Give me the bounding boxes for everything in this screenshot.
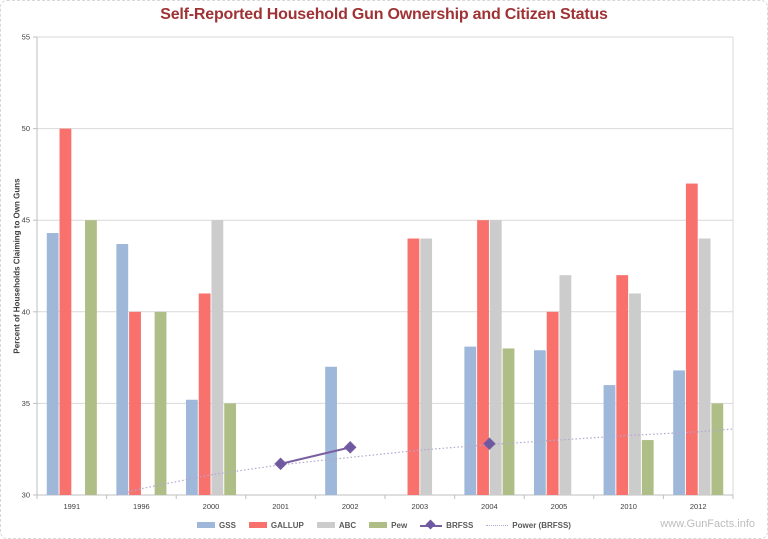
svg-text:45: 45 — [22, 216, 30, 225]
marker-brfss-2004 — [483, 437, 496, 451]
bar-abc-2012 — [698, 238, 711, 495]
legend-label-abc: ABC — [338, 520, 357, 530]
bar-pew-2000 — [224, 403, 237, 495]
legend-item-pew: Pew — [369, 521, 407, 530]
gss-swatch-icon — [197, 522, 216, 528]
svg-text:40: 40 — [22, 307, 30, 316]
bar-gss-2010 — [603, 385, 616, 495]
series-brfss — [274, 437, 496, 471]
bar-abc-2005 — [559, 275, 572, 495]
legend-item-gallup: GALLUP — [248, 520, 304, 530]
bar-gss-1991 — [46, 233, 59, 496]
watermark-link: www.GunFacts.info — [660, 518, 755, 530]
abc-swatch-icon — [316, 522, 335, 528]
svg-text:55: 55 — [22, 33, 30, 42]
bar-gallup-2005 — [546, 311, 559, 495]
svg-text:2010: 2010 — [620, 502, 637, 511]
legend-item-gss: GSS — [197, 521, 236, 530]
x-axis-labels: 1991 1996 2000 2001 2002 2003 2004 2005 2010 2012 — [36, 495, 734, 511]
power-brfss-swatch-icon — [486, 524, 509, 526]
svg-text:1996: 1996 — [133, 502, 150, 511]
bar-abc-2004 — [489, 220, 502, 495]
bar-gss-2005 — [533, 350, 546, 495]
bar-gallup-2003 — [407, 238, 420, 495]
bar-gallup-2004 — [477, 220, 489, 495]
svg-text:30: 30 — [22, 491, 30, 500]
bar-gss-2000 — [185, 399, 198, 495]
bar-gallup-1996 — [129, 311, 141, 495]
bar-gss-1996 — [116, 244, 129, 495]
marker-brfss-2002 — [343, 441, 357, 454]
bar-abc-2010 — [629, 293, 641, 495]
bar-pew-1991 — [85, 220, 97, 495]
legend-item-abc: ABC — [316, 520, 357, 530]
marker-brfss-2001 — [274, 457, 287, 471]
bar-gss-2002 — [325, 366, 337, 495]
svg-text:2003: 2003 — [411, 502, 428, 511]
pew-swatch-icon — [369, 522, 388, 528]
svg-text:2004: 2004 — [481, 502, 498, 511]
bar-gallup-1991 — [59, 128, 72, 495]
bar-pew-2004 — [502, 348, 515, 495]
legend-label-gallup: GALLUP — [270, 520, 304, 530]
svg-text:2002: 2002 — [342, 502, 359, 511]
svg-text:35: 35 — [22, 399, 30, 408]
svg-text:50: 50 — [22, 124, 30, 133]
gridlines — [37, 36, 734, 495]
legend-item-brfss: BRFSS — [420, 519, 474, 530]
svg-text:2001: 2001 — [272, 502, 289, 511]
svg-text:2012: 2012 — [690, 502, 707, 511]
bar-gallup-2012 — [685, 183, 698, 495]
legend-label-power-brfss: Power (BRFSS) — [512, 520, 571, 530]
y-axis-labels: 30 35 40 45 50 55 — [22, 33, 37, 500]
bar-gallup-2000 — [198, 293, 211, 495]
gallup-swatch-icon — [248, 522, 267, 528]
axes — [36, 37, 733, 496]
bar-pew-1996 — [154, 311, 167, 495]
svg-text:2000: 2000 — [203, 502, 220, 511]
chart-legend: GSS GALLUP ABC Pew BRFSS Power (BRFSS) — [0, 518, 768, 532]
bar-abc-2000 — [211, 220, 224, 495]
legend-label-brfss: BRFSS — [446, 520, 474, 530]
bar-gallup-2010 — [616, 275, 629, 495]
legend-item-power-brfss: Power (BRFSS) — [486, 521, 571, 530]
brfss-swatch-icon — [420, 519, 443, 530]
bar-pew-2010 — [641, 440, 654, 495]
bar-gss-2004 — [464, 346, 477, 495]
bar-pew-2012 — [711, 403, 724, 495]
svg-text:1991: 1991 — [63, 502, 80, 511]
bar-abc-2003 — [420, 238, 433, 495]
page-title: Self-Reported Household Gun Ownership an… — [160, 6, 608, 23]
legend-label-pew: Pew — [391, 520, 408, 530]
legend-label-gss: GSS — [219, 520, 236, 530]
svg-text:2005: 2005 — [551, 502, 568, 511]
